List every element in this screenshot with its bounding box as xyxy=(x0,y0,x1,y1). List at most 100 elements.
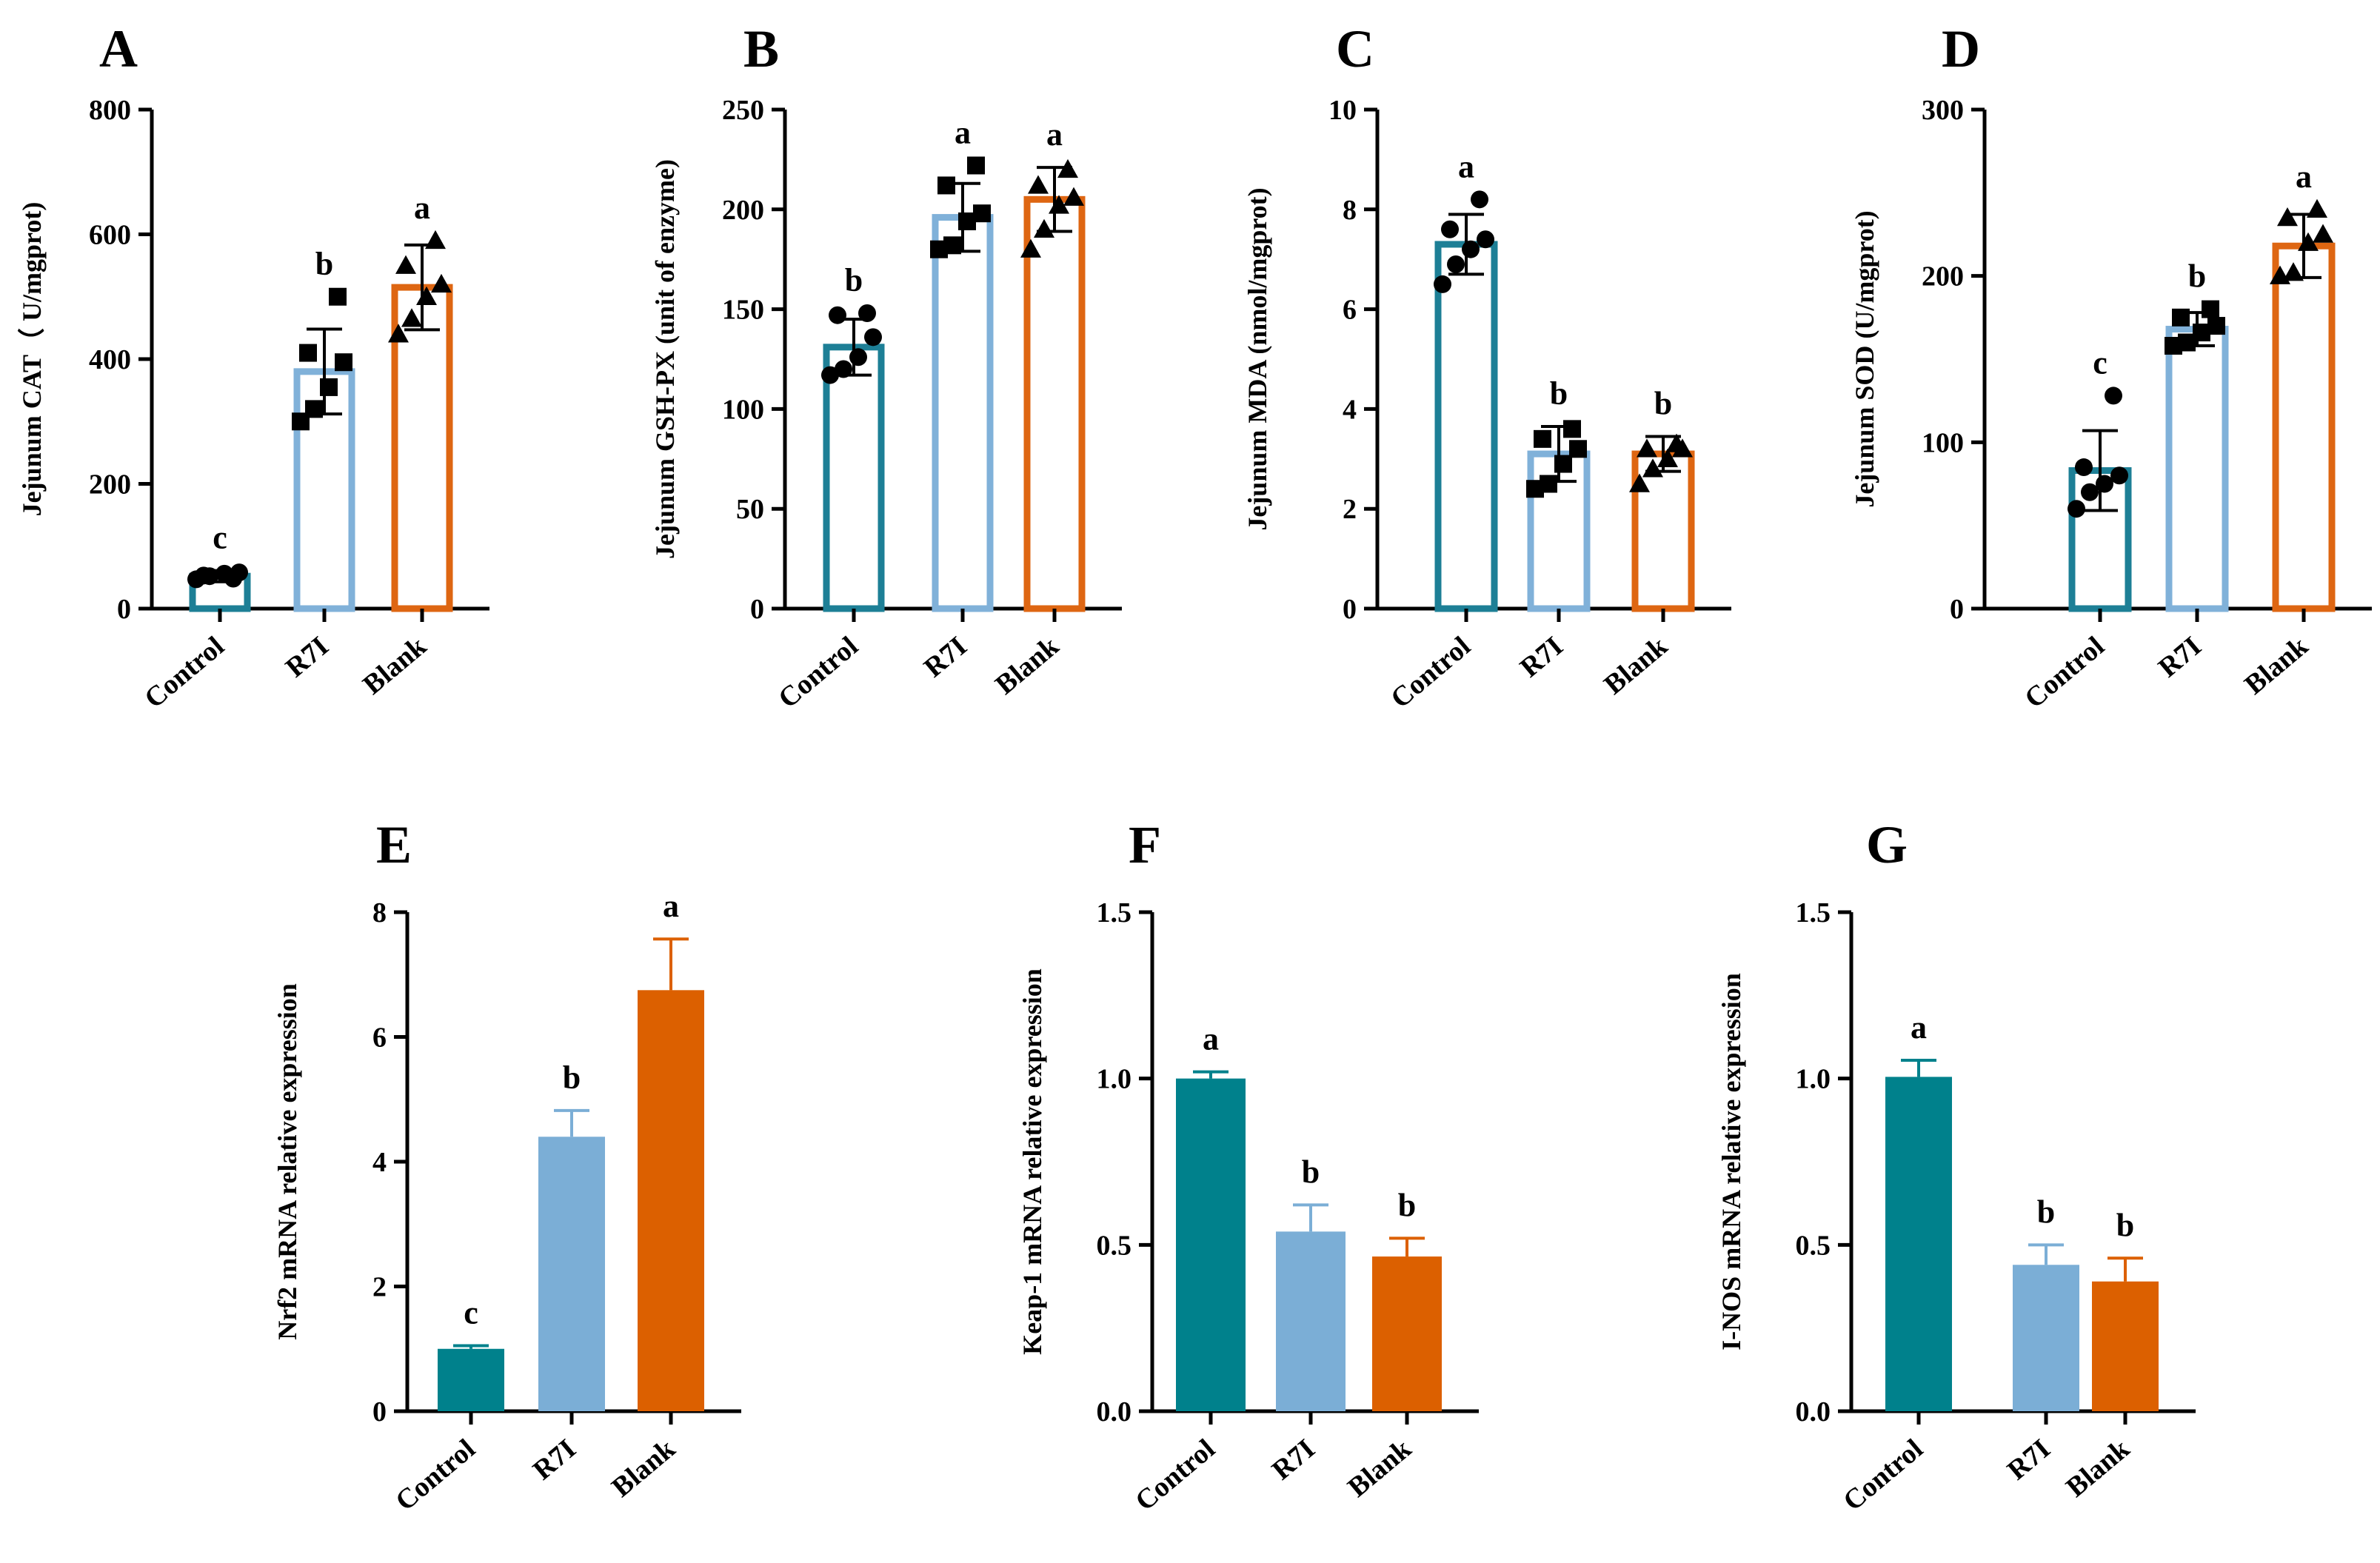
data-point xyxy=(2307,198,2327,218)
panel-f: F 0.0 0.5 1.0 1.5 Keap-1 mRNA relative expres… xyxy=(1017,815,1479,1517)
data-point xyxy=(2313,224,2333,243)
y-tick-label: 6 xyxy=(1343,295,1357,326)
data-point xyxy=(335,353,352,372)
significance-label: a xyxy=(1911,1009,1927,1045)
bar-blank xyxy=(2092,1281,2159,1411)
significance-label: b xyxy=(1654,385,1672,421)
x-tick-label-r7i: R7I xyxy=(1514,631,1569,684)
data-point xyxy=(320,378,338,396)
x-tick-label-r7i: R7I xyxy=(1266,1433,1321,1487)
data-point xyxy=(224,569,242,588)
panel-e: E 0 2 4 6 8 Nrf2 mRNA relative expression c Cont… xyxy=(273,815,741,1517)
significance-label: a xyxy=(1203,1021,1219,1057)
data-point xyxy=(1637,438,1657,458)
data-point xyxy=(821,366,839,384)
data-point xyxy=(829,306,846,324)
y-tick-label: 6 xyxy=(372,1023,387,1054)
x-tick-label-blank: Blank xyxy=(1598,630,1674,700)
data-point xyxy=(2068,500,2085,518)
data-point xyxy=(835,360,852,378)
significance-label: a xyxy=(663,888,679,924)
y-tick-label: 0 xyxy=(372,1396,387,1428)
panel-letter: B xyxy=(743,19,779,78)
data-point xyxy=(967,156,985,175)
panel-c: C 0 2 4 6 8 10 Jejunum MDA (nmol/mgprot) a Contro… xyxy=(1243,19,1731,714)
y-axis-label: Nrf2 mRNA relative expression xyxy=(273,983,302,1340)
x-tick-label-control: Control xyxy=(1129,1433,1220,1517)
y-tick-label: 2 xyxy=(1343,494,1357,525)
data-point xyxy=(1657,448,1678,467)
data-point xyxy=(2283,262,2304,281)
y-tick-label: 0 xyxy=(1950,594,1964,625)
x-tick-label-blank: Blank xyxy=(606,1433,681,1503)
y-tick-label: 200 xyxy=(89,469,131,501)
y-tick-label: 4 xyxy=(372,1147,387,1178)
bar-blank xyxy=(2272,242,2336,612)
data-point xyxy=(2207,317,2225,335)
panel-letter: C xyxy=(1336,19,1374,78)
y-tick-label: 0 xyxy=(1343,594,1357,625)
data-point xyxy=(1534,429,1551,448)
significance-label: b xyxy=(1302,1154,1320,1190)
data-point xyxy=(1569,440,1587,458)
bar-blank xyxy=(1023,195,1086,612)
bar-r7i xyxy=(1276,1231,1346,1411)
x-tick-label-r7i: R7I xyxy=(918,631,973,684)
data-point xyxy=(431,273,452,293)
panel-b: B 0 50 100 150 200 250 Jejunum GSH-PX (unit of … xyxy=(650,19,1122,714)
y-tick-label: 100 xyxy=(1922,427,1964,458)
y-axis-label: Keap-1 mRNA relative expression xyxy=(1017,968,1047,1355)
significance-label: b xyxy=(315,246,333,282)
y-tick-label: 2 xyxy=(372,1272,387,1303)
y-tick-label: 0.5 xyxy=(1796,1230,1831,1261)
data-point xyxy=(858,304,876,322)
panel-letter: F xyxy=(1129,815,1161,874)
panel-letter: E xyxy=(376,815,412,874)
x-tick-label-control: Control xyxy=(2019,631,2110,714)
data-point xyxy=(2096,475,2113,493)
data-point xyxy=(1554,455,1572,473)
y-tick-label: 8 xyxy=(1343,195,1357,226)
data-point xyxy=(2298,232,2319,251)
data-point xyxy=(2172,308,2190,327)
significance-label: a xyxy=(2296,158,2312,195)
data-point xyxy=(937,176,955,195)
significance-label: b xyxy=(2116,1207,2134,1243)
significance-label: b xyxy=(1550,375,1568,412)
y-tick-label: 300 xyxy=(1922,95,1964,126)
y-tick-label: 200 xyxy=(722,195,764,226)
y-tick-label: 0.5 xyxy=(1097,1230,1132,1261)
bar-control xyxy=(438,1348,504,1411)
x-tick-label-blank: Blank xyxy=(357,630,432,700)
y-axis-label: Jejunum SOD (U/mgprot) xyxy=(1850,210,1879,507)
data-point xyxy=(1020,238,1041,258)
data-point xyxy=(1028,175,1049,194)
panel-letter: D xyxy=(1942,19,1980,78)
data-point xyxy=(299,344,317,362)
data-point xyxy=(2105,386,2122,405)
y-axis-label: Jejunum MDA (nmol/mgprot) xyxy=(1243,187,1272,530)
significance-label: b xyxy=(1398,1187,1416,1223)
panel-a: A 0 200 400 600 800 Jejunum CAT（ U/mgprot) c Con… xyxy=(17,19,489,714)
data-point xyxy=(1540,475,1557,493)
x-tick-label-r7i: R7I xyxy=(280,631,335,684)
y-tick-label: 50 xyxy=(736,494,764,525)
y-tick-label: 600 xyxy=(89,220,131,251)
data-point xyxy=(1666,433,1687,452)
bar-blank xyxy=(638,990,704,1411)
y-tick-label: 800 xyxy=(89,95,131,126)
data-point xyxy=(401,308,422,327)
y-axis-label: I-NOS mRNA relative expression xyxy=(1717,973,1746,1351)
x-tick-label-control: Control xyxy=(1385,631,1476,714)
y-tick-label: 10 xyxy=(1328,95,1357,126)
significance-label: c xyxy=(464,1295,478,1331)
significance-label: a xyxy=(414,190,430,226)
y-tick-label: 0.0 xyxy=(1097,1396,1132,1428)
y-tick-label: 0 xyxy=(117,594,131,625)
data-point xyxy=(1563,420,1581,438)
bar-control xyxy=(823,344,885,612)
panel-d: D 0 100 200 300 Jejunum SOD (U/mgprot) c Contro… xyxy=(1850,19,2372,714)
bar-r7i xyxy=(2165,326,2229,612)
x-tick-label-blank: Blank xyxy=(989,630,1065,700)
panel-letter: G xyxy=(1866,815,1908,874)
